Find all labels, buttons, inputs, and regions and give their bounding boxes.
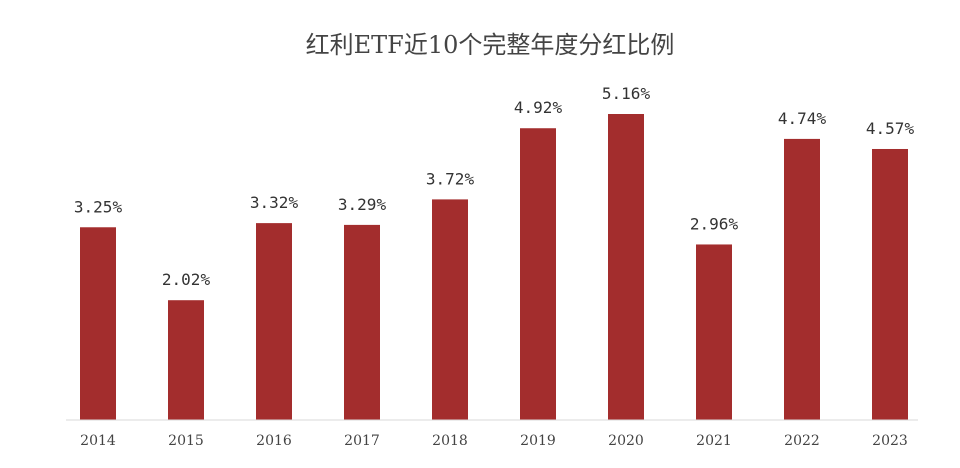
x-tick-label-2018: 2018 (432, 433, 468, 449)
bars-layer (80, 114, 908, 421)
value-label-2017: 3.29% (338, 195, 387, 214)
x-tick-label-2019: 2019 (520, 433, 556, 449)
tick-labels-layer: 2014 2015 2016 2017 2018 2019 2020 2021 2022 2023 (80, 433, 908, 449)
x-tick-label-2017: 2017 (344, 433, 380, 449)
value-label-2019: 4.92% (514, 98, 563, 117)
x-tick-label-2015: 2015 (168, 433, 204, 449)
value-label-2022: 4.74% (778, 109, 827, 128)
x-tick-label-2021: 2021 (696, 433, 732, 449)
value-labels-layer: 3.25% 2.02% 3.32% 3.29% 3.72% 4.92% 5.16% 2.96%… (74, 84, 915, 289)
value-label-2020: 5.16% (602, 84, 651, 103)
bar-2023 (872, 148, 908, 420)
x-tick-label-2016: 2016 (256, 433, 292, 449)
x-tick-label-2020: 2020 (608, 433, 644, 449)
bar-2022 (784, 138, 820, 420)
bar-2019 (520, 128, 556, 421)
value-label-2016: 3.32% (250, 193, 299, 212)
value-label-2021: 2.96% (690, 214, 739, 233)
bar-2014 (80, 227, 116, 420)
bar-2015 (168, 300, 204, 420)
chart-title: 红利ETF近10个完整年度分红比例 (306, 31, 675, 59)
value-label-2018: 3.72% (426, 169, 475, 188)
value-label-2015: 2.02% (162, 270, 211, 289)
bar-2016 (256, 223, 292, 420)
bar-2021 (696, 244, 732, 420)
bar-2018 (432, 199, 468, 420)
x-tick-label-2022: 2022 (784, 433, 820, 449)
bar-2017 (344, 224, 380, 420)
x-tick-label-2023: 2023 (872, 433, 908, 449)
value-label-2023: 4.57% (866, 119, 915, 138)
bar-2020 (608, 114, 644, 420)
x-tick-label-2014: 2014 (80, 433, 116, 449)
value-label-2014: 3.25% (74, 197, 123, 216)
